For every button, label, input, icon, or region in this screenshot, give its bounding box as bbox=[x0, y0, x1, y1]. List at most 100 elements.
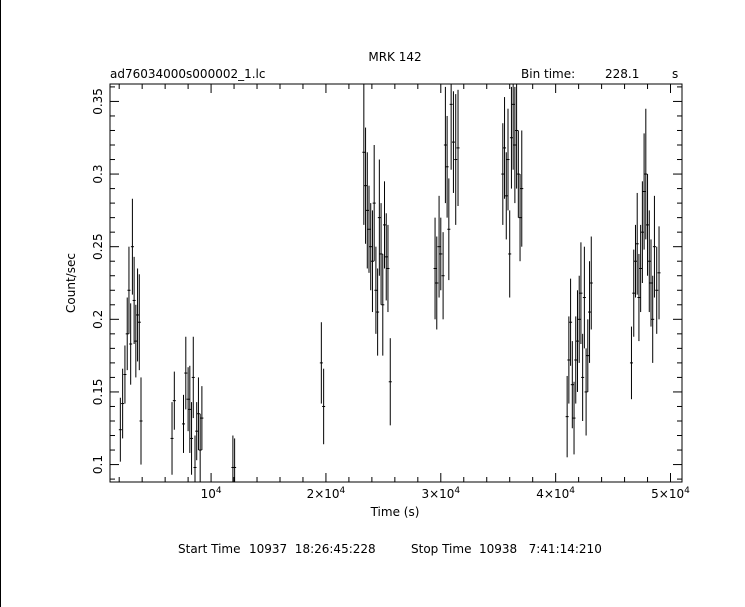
data-point bbox=[588, 261, 592, 363]
data-point bbox=[125, 297, 129, 371]
data-point bbox=[365, 152, 369, 269]
data-point bbox=[441, 232, 445, 320]
y-tick-label: 0.35 bbox=[91, 88, 105, 115]
file-label: ad76034000s000002_1.lc bbox=[110, 67, 266, 81]
data-point bbox=[569, 278, 573, 366]
data-point bbox=[172, 371, 176, 430]
data-point bbox=[322, 368, 326, 445]
data-point bbox=[575, 290, 579, 392]
data-point bbox=[437, 195, 441, 298]
bin-time-label: Bin time: bbox=[521, 67, 575, 81]
data-point bbox=[629, 326, 633, 400]
data-point bbox=[369, 203, 373, 291]
data-point bbox=[193, 435, 197, 482]
data-point bbox=[589, 236, 593, 330]
data-point bbox=[518, 174, 522, 262]
y-tick-label: 0.2 bbox=[91, 310, 105, 329]
data-point bbox=[649, 239, 653, 327]
data-point bbox=[439, 217, 443, 291]
data-point bbox=[435, 236, 439, 330]
x-tick-label: 4×104 bbox=[536, 486, 575, 501]
data-point bbox=[191, 336, 195, 419]
data-point bbox=[200, 386, 204, 451]
data-point bbox=[182, 394, 186, 453]
data-point bbox=[383, 181, 387, 269]
data-point bbox=[184, 336, 188, 410]
data-point bbox=[188, 365, 192, 453]
data-point bbox=[567, 316, 571, 404]
data-point bbox=[381, 253, 385, 356]
stop-time-label: Stop Time bbox=[411, 542, 471, 556]
data-point bbox=[449, 84, 453, 170]
data-point bbox=[581, 333, 585, 421]
data-point bbox=[388, 338, 392, 426]
data-point bbox=[384, 213, 388, 301]
y-tick-label: 0.25 bbox=[91, 233, 105, 260]
data-point bbox=[362, 84, 366, 225]
plot-area bbox=[109, 83, 683, 483]
data-points bbox=[118, 84, 661, 482]
data-point bbox=[572, 381, 576, 455]
data-point bbox=[130, 198, 134, 295]
data-point bbox=[657, 226, 661, 320]
y-tick-label: 0.15 bbox=[91, 379, 105, 406]
data-point bbox=[376, 268, 380, 356]
data-point bbox=[570, 341, 574, 429]
data-point bbox=[579, 242, 583, 345]
data-point bbox=[637, 253, 641, 342]
x-tick-label: 2×104 bbox=[307, 486, 346, 501]
data-point bbox=[433, 217, 437, 320]
data-point bbox=[655, 246, 659, 334]
data-point bbox=[586, 319, 590, 392]
data-point bbox=[640, 181, 644, 283]
x-tick-label: 104 bbox=[201, 486, 222, 501]
data-point bbox=[367, 185, 371, 273]
data-point bbox=[118, 397, 122, 462]
data-point bbox=[190, 402, 194, 475]
data-point bbox=[639, 224, 643, 313]
data-point bbox=[132, 256, 136, 345]
data-point bbox=[508, 210, 512, 298]
bin-time-unit: s bbox=[672, 67, 678, 81]
data-point bbox=[196, 377, 200, 451]
data-point bbox=[646, 174, 650, 276]
chart-title: MRK 142 bbox=[368, 50, 421, 64]
data-point bbox=[642, 133, 646, 250]
data-point bbox=[377, 159, 381, 276]
data-point bbox=[129, 303, 133, 385]
data-point bbox=[451, 91, 455, 193]
axis-ticks bbox=[110, 84, 682, 482]
data-point bbox=[504, 152, 508, 240]
data-point bbox=[509, 86, 513, 189]
data-point bbox=[454, 94, 458, 225]
data-point bbox=[635, 192, 639, 295]
data-point bbox=[443, 86, 447, 204]
data-point bbox=[195, 402, 199, 461]
data-point bbox=[319, 322, 323, 404]
x-tick-label: 3×104 bbox=[421, 486, 460, 501]
data-point bbox=[501, 123, 505, 225]
data-point bbox=[633, 224, 637, 298]
data-point bbox=[186, 367, 190, 432]
data-point bbox=[134, 304, 138, 378]
data-point bbox=[651, 275, 655, 363]
data-point bbox=[520, 130, 524, 247]
bin-time-value: 228.1 bbox=[605, 67, 639, 81]
y-tick-label: 0.1 bbox=[91, 455, 105, 474]
data-point bbox=[447, 178, 451, 281]
data-point bbox=[584, 348, 588, 436]
y-tick-labels: 0.1 0.15 0.2 0.25 0.3 0.35 bbox=[91, 88, 105, 474]
data-point bbox=[445, 115, 449, 218]
data-point bbox=[136, 268, 140, 362]
data-point bbox=[577, 275, 581, 363]
x-tick-labels: 104 2×104 3×104 4×104 5×104 bbox=[201, 486, 691, 501]
data-point bbox=[379, 203, 383, 305]
data-point bbox=[123, 345, 127, 404]
data-point bbox=[127, 246, 131, 334]
data-point bbox=[170, 402, 174, 475]
y-axis-label: Count/sec bbox=[64, 253, 78, 313]
data-point bbox=[372, 145, 376, 262]
data-point bbox=[370, 210, 374, 313]
data-point bbox=[386, 224, 390, 313]
